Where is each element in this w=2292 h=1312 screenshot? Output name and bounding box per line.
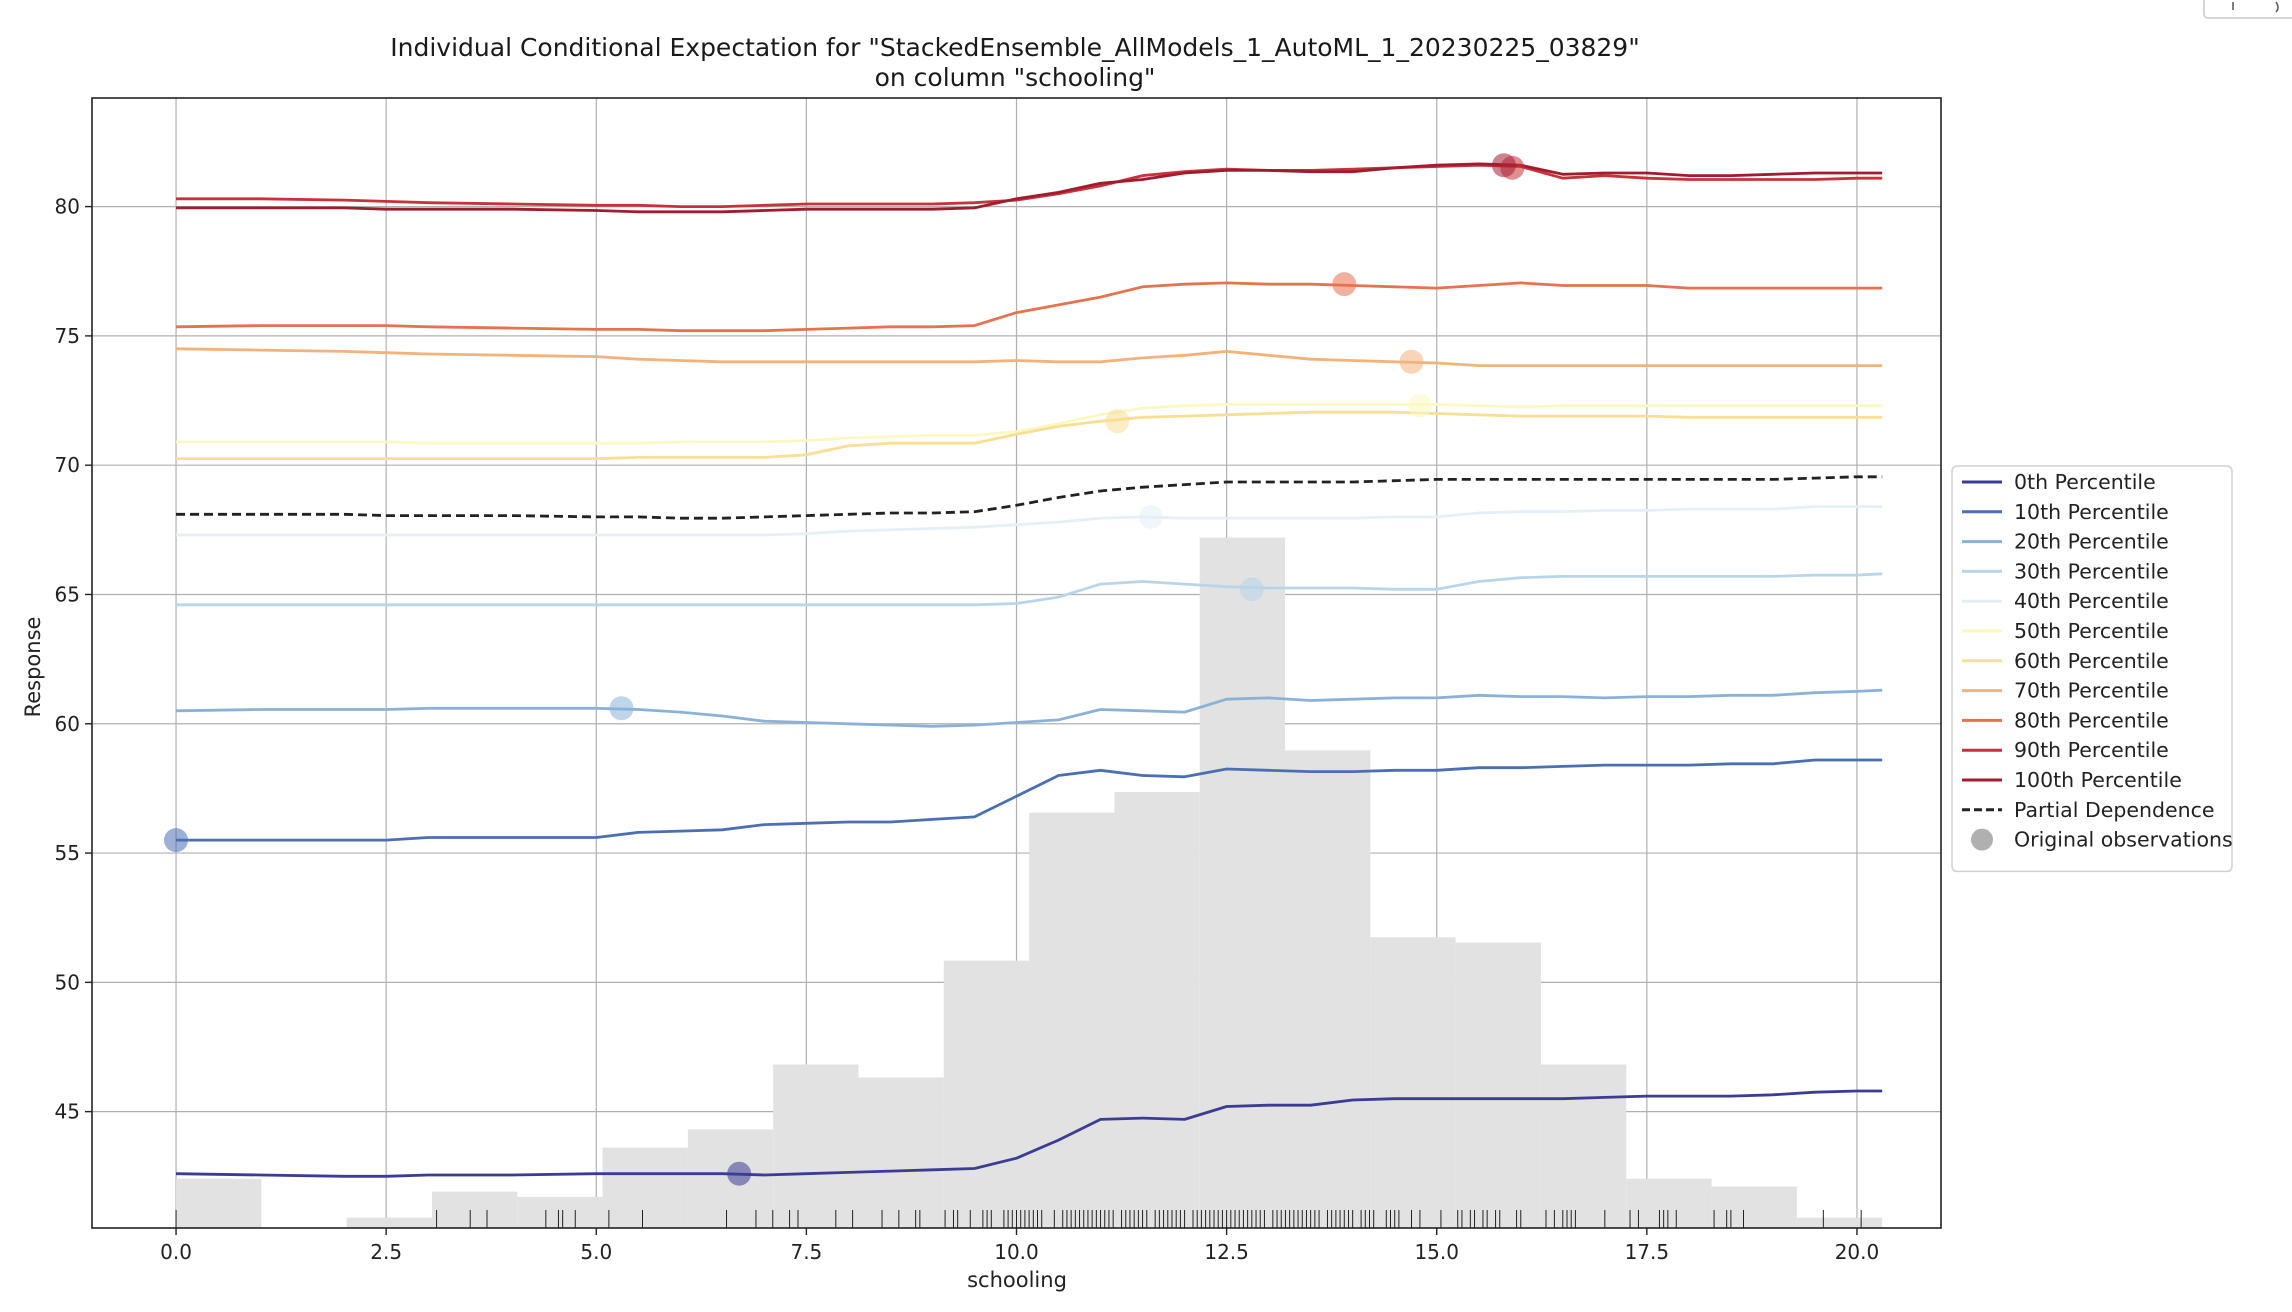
- histogram-bar: [1370, 937, 1456, 1228]
- y-tick-label: 45: [55, 1100, 80, 1124]
- histogram-bar: [1540, 1064, 1627, 1228]
- x-tick-label: 17.5: [1625, 1240, 1670, 1264]
- observation-marker: [1239, 577, 1264, 602]
- histogram-bar: [1796, 1217, 1883, 1228]
- chart-title: Individual Conditional Expectation for "…: [390, 33, 1639, 62]
- histogram-bar: [431, 1191, 518, 1228]
- series-line-partial-dependence: [176, 475, 1883, 520]
- x-tick-label: 7.5: [790, 1240, 822, 1264]
- observation-markers: [164, 153, 1525, 1186]
- y-tick-label: 75: [55, 324, 80, 348]
- legend-entry: 40th Percentile: [2014, 589, 2169, 613]
- legend: 0th Percentile 10th Percentile 20th Percen…: [1951, 465, 2233, 873]
- legend-entry: 80th Percentile: [2014, 708, 2169, 732]
- legend-entry: 60th Percentile: [2014, 649, 2169, 673]
- legend-entry: 100th Percentile: [2014, 768, 2182, 792]
- histogram-bar: [346, 1217, 432, 1228]
- legend-entry: 70th Percentile: [2014, 679, 2169, 703]
- observation-marker: [1407, 393, 1432, 418]
- observation-marker: [1491, 153, 1516, 178]
- series-line-10th-percentile: [176, 758, 1883, 842]
- series-line-40th-percentile: [176, 505, 1883, 537]
- observation-marker: [727, 1161, 752, 1186]
- y-axis-label: Response: [21, 617, 45, 718]
- legend-entry: 30th Percentile: [2014, 559, 2169, 583]
- series-line-20th-percentile: [175, 688, 1883, 728]
- histogram-bar: [943, 960, 1030, 1228]
- histogram-bar: [1455, 942, 1541, 1228]
- histogram-bar: [1285, 750, 1371, 1228]
- observation-marker: [1332, 272, 1357, 297]
- x-tick-label: 15.0: [1414, 1240, 1459, 1264]
- observation-marker: [1138, 504, 1163, 529]
- series-line-70th-percentile: [175, 347, 1883, 368]
- x-tick-label: 0.0: [160, 1240, 192, 1264]
- histogram-bar: [1711, 1186, 1797, 1228]
- histogram-bar: [176, 1178, 262, 1228]
- observation-marker: [1105, 409, 1130, 434]
- x-axis-ticks: 0.0 2.5 5.0 7.5 10.0 12.5 15.0 17.5 20.0: [160, 1228, 1879, 1264]
- corner-widget[interactable]: [2203, 0, 2292, 19]
- y-tick-label: 65: [55, 582, 80, 606]
- histogram-bar: [1199, 537, 1286, 1228]
- x-tick-label: 20.0: [1835, 1240, 1880, 1264]
- series-line-0th-percentile: [175, 1089, 1883, 1178]
- series-lines: [175, 162, 1883, 1178]
- legend-marker: [1971, 828, 1993, 851]
- y-tick-label: 70: [55, 453, 80, 477]
- y-tick-label: 60: [55, 712, 80, 736]
- series-line-30th-percentile: [176, 572, 1883, 607]
- histogram: [176, 537, 1883, 1228]
- x-tick-label: 10.0: [994, 1240, 1039, 1264]
- legend-entry: 20th Percentile: [2014, 530, 2169, 554]
- y-tick-label: 80: [55, 195, 80, 219]
- x-axis-label: schooling: [967, 1268, 1067, 1292]
- histogram-bar: [517, 1196, 603, 1228]
- series-line-80th-percentile: [175, 281, 1883, 333]
- observation-marker: [609, 696, 634, 721]
- histogram-bar: [773, 1064, 859, 1228]
- plot-area: [91, 97, 1942, 1229]
- histogram-bar: [1114, 791, 1200, 1228]
- legend-entry: Original observations: [2014, 828, 2233, 852]
- observation-marker: [164, 828, 189, 853]
- legend-entry: Partial Dependence: [2014, 798, 2214, 822]
- y-axis-ticks: 45 50 55 60 65 70 75 80: [55, 195, 92, 1124]
- legend-entry: 50th Percentile: [2014, 619, 2169, 643]
- rug-plot: [175, 1210, 1862, 1228]
- legend-entry: 0th Percentile: [2014, 470, 2156, 494]
- histogram-bar: [1029, 812, 1115, 1228]
- observation-marker: [1399, 349, 1424, 374]
- y-tick-label: 50: [55, 970, 80, 994]
- legend-entry: 90th Percentile: [2014, 738, 2169, 762]
- histogram-bar: [602, 1147, 688, 1228]
- legend-entry: 10th Percentile: [2014, 500, 2169, 524]
- series-line-100th-percentile: [176, 162, 1883, 214]
- chart-subtitle: on column "schooling": [875, 63, 1156, 92]
- x-tick-label: 5.0: [580, 1240, 612, 1264]
- histogram-bar: [858, 1077, 944, 1228]
- x-tick-label: 12.5: [1204, 1240, 1249, 1264]
- histogram-bar: [1626, 1178, 1712, 1228]
- legend-box: [1951, 465, 2233, 873]
- x-tick-label: 2.5: [370, 1240, 402, 1264]
- y-tick-label: 55: [55, 841, 80, 865]
